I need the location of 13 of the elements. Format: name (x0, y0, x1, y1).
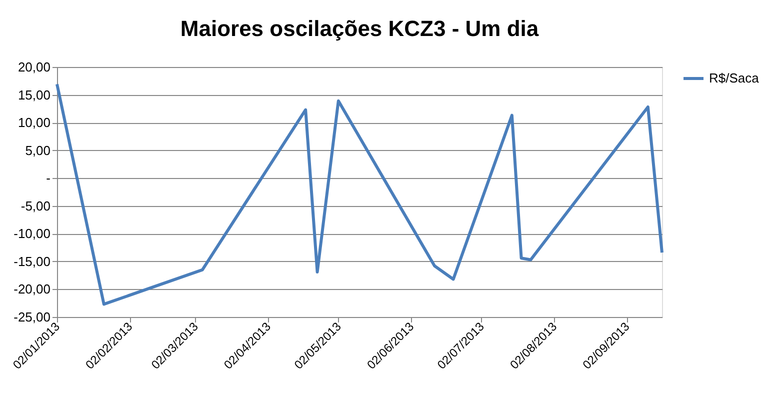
y-tick-label: -15,00 (14, 254, 50, 269)
y-tick-label: 10,00 (18, 115, 50, 130)
line-series (56, 82, 664, 306)
y-tick-label: 5,00 (25, 142, 50, 158)
y-tick-label: -5,00 (20, 198, 50, 214)
y-tick-label: -25,00 (14, 310, 50, 324)
y-tick-label: 15,00 (18, 87, 50, 102)
chart-title: Maiores oscilações KCZ3 - Um dia (180, 16, 540, 41)
y-tick-label: - (46, 170, 50, 186)
legend-label: R$/Saca (709, 70, 760, 86)
y-tick-label: -10,00 (14, 226, 50, 242)
y-tick-label: 20,00 (18, 60, 50, 74)
y-tick-label: -20,00 (14, 282, 50, 297)
